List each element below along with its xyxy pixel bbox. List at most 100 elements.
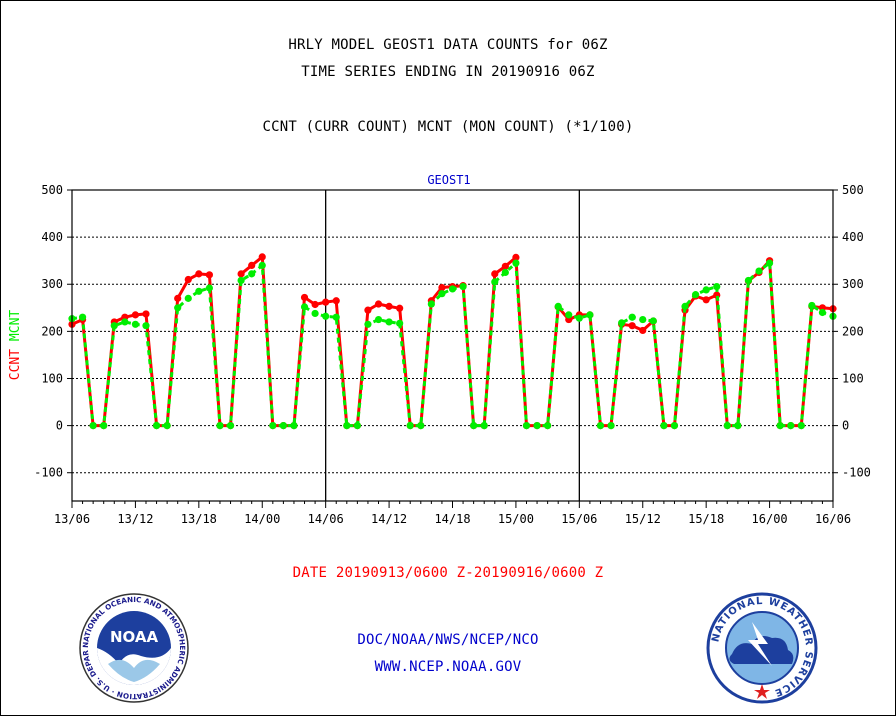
point-ccnt <box>374 300 383 308</box>
point-mcnt <box>628 313 636 321</box>
date-range-label: DATE 20190913/0600 Z-20190916/0600 Z <box>292 565 604 581</box>
point-mcnt <box>343 422 351 430</box>
title-line-1: HRLY MODEL GEOST1 DATA COUNTS for 06Z <box>288 37 608 53</box>
noaa-logo: NATIONAL OCEANIC AND ATMOSPHERIC ADMINIS… <box>78 592 189 703</box>
point-mcnt <box>322 312 330 320</box>
point-mcnt <box>142 322 150 330</box>
point-mcnt <box>776 422 784 430</box>
point-ccnt <box>385 302 393 310</box>
x-tick-label: 14/06 <box>308 512 344 526</box>
point-mcnt <box>660 422 668 430</box>
y-axis-label: CCNT MCNT <box>8 310 23 381</box>
point-mcnt <box>300 303 309 311</box>
point-mcnt <box>713 282 721 291</box>
point-ccnt <box>512 253 520 261</box>
point-mcnt <box>406 422 414 430</box>
point-ccnt <box>332 297 340 305</box>
y-tick-label-left: 300 <box>41 277 63 291</box>
point-mcnt <box>163 422 171 430</box>
x-tick-label: 14/00 <box>244 512 280 526</box>
point-mcnt <box>78 313 87 321</box>
x-tick-label: 15/06 <box>561 512 597 526</box>
point-mcnt <box>311 309 319 318</box>
point-mcnt <box>808 301 816 310</box>
point-mcnt <box>237 276 245 285</box>
point-mcnt <box>533 422 541 430</box>
point-mcnt <box>248 270 256 278</box>
y-tick-label-left: 500 <box>41 183 63 197</box>
point-mcnt <box>512 259 520 267</box>
y-tick-label-right: 400 <box>842 230 864 244</box>
point-mcnt <box>544 422 552 430</box>
point-mcnt <box>797 422 805 430</box>
point-ccnt <box>628 322 636 330</box>
point-mcnt <box>226 422 235 430</box>
point-mcnt <box>639 315 647 324</box>
point-mcnt <box>374 315 383 324</box>
point-mcnt <box>332 313 340 321</box>
point-mcnt <box>258 261 266 269</box>
point-mcnt <box>121 318 129 326</box>
point-mcnt <box>184 294 192 302</box>
point-mcnt <box>152 422 161 430</box>
point-ccnt <box>248 261 256 269</box>
point-ccnt <box>300 293 309 302</box>
point-mcnt <box>205 284 214 292</box>
y-tick-label-right: 300 <box>842 277 864 291</box>
y-tick-label-left: 100 <box>41 371 63 385</box>
point-mcnt <box>723 422 731 430</box>
point-mcnt <box>596 422 605 430</box>
y-label-ccnt: CCNT <box>8 349 23 380</box>
point-ccnt <box>174 294 182 302</box>
point-mcnt <box>480 422 488 430</box>
point-ccnt <box>184 275 192 284</box>
chart-title: GEOST1 <box>427 173 470 187</box>
point-mcnt <box>269 422 277 430</box>
point-mcnt <box>702 286 710 294</box>
x-tick-label: 16/00 <box>752 512 788 526</box>
website-link[interactable]: WWW.NCEP.NOAA.GOV <box>374 659 522 675</box>
chart-subtitle: CCNT (CURR COUNT) MCNT (MON COUNT) (*1/1… <box>262 119 634 135</box>
point-mcnt <box>491 278 499 286</box>
x-tick-label: 13/18 <box>181 512 217 526</box>
y-label-mcnt: MCNT <box>8 310 23 349</box>
point-mcnt <box>565 311 573 319</box>
grid-layer <box>72 190 833 501</box>
point-ccnt <box>396 304 404 312</box>
y-tick-label-left: -100 <box>34 466 63 480</box>
point-mcnt <box>110 322 118 330</box>
point-mcnt <box>427 300 435 308</box>
point-mcnt <box>438 290 446 298</box>
point-mcnt <box>787 422 795 430</box>
point-mcnt <box>586 311 594 319</box>
point-mcnt <box>448 285 457 293</box>
point-mcnt <box>734 422 742 430</box>
point-mcnt <box>89 422 97 430</box>
x-tick-label: 13/06 <box>54 512 90 526</box>
x-tick-label: 14/18 <box>434 512 470 526</box>
y-tick-label-right: -100 <box>842 466 871 480</box>
point-mcnt <box>216 422 224 430</box>
point-mcnt <box>279 422 287 430</box>
point-ccnt <box>491 270 499 278</box>
x-tick-label: 14/12 <box>371 512 407 526</box>
point-mcnt <box>765 259 774 267</box>
point-ccnt <box>438 283 446 292</box>
point-ccnt <box>639 326 647 335</box>
org-label: DOC/NOAA/NWS/NCEP/NCO <box>357 632 539 648</box>
point-ccnt <box>195 270 203 278</box>
point-ccnt <box>142 310 150 318</box>
x-tick-label: 15/00 <box>498 512 534 526</box>
y-tick-label-left: 400 <box>41 230 63 244</box>
point-mcnt <box>607 422 615 430</box>
point-mcnt <box>353 422 361 430</box>
point-mcnt <box>755 267 763 275</box>
x-tick-label: 13/12 <box>117 512 153 526</box>
x-tick-label: 15/18 <box>688 512 724 526</box>
point-mcnt <box>131 320 140 328</box>
nws-logo: NATIONAL WEATHER SERVICE <box>706 592 818 704</box>
y-tick-label-right: 100 <box>842 371 864 385</box>
axis-layer: -100 -100 0 0 100 100 200 200 300 300 400 400 500 500… <box>34 183 871 526</box>
point-mcnt <box>618 319 626 327</box>
